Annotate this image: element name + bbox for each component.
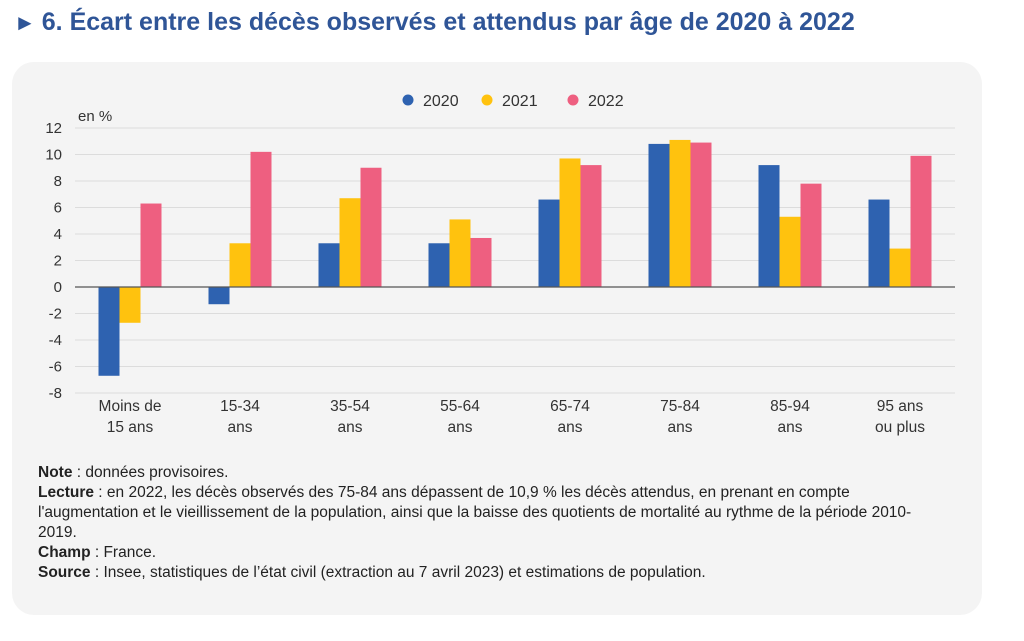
lecture-label: Lecture <box>38 484 94 501</box>
bar-2020 <box>648 143 670 287</box>
x-tick-label: 75-84 <box>660 398 700 415</box>
note-line: Note : données provisoires. <box>38 463 918 483</box>
bar-2022 <box>140 203 162 287</box>
bar-2020 <box>98 287 120 376</box>
notes: Note : données provisoires. Lecture : en… <box>38 463 918 583</box>
y-tick-label: -4 <box>49 332 62 349</box>
bar-2020 <box>758 165 780 287</box>
champ-label: Champ <box>38 544 91 561</box>
y-tick-label: 2 <box>54 253 62 270</box>
triangle-icon: ► <box>14 10 36 35</box>
bar-2020 <box>868 199 890 287</box>
x-tick-label: Moins de <box>99 398 162 415</box>
bar-2021 <box>889 248 911 287</box>
x-tick-label: 65-74 <box>550 398 590 415</box>
y-tick-label: 8 <box>54 173 62 190</box>
legend-marker-2020 <box>402 94 414 106</box>
x-tick-label: ans <box>448 419 473 436</box>
bar-2022 <box>800 183 822 287</box>
bar-2022 <box>580 165 602 287</box>
legend-label: 2022 <box>588 93 624 110</box>
bar-2020 <box>428 243 450 287</box>
bar-2021 <box>559 158 581 287</box>
bar-2020 <box>538 199 560 287</box>
chart-title: ► 6. Écart entre les décès observés et at… <box>14 8 855 37</box>
note-label: Note <box>38 464 73 481</box>
x-tick-label: 15 ans <box>107 419 154 436</box>
bar-2021 <box>669 139 691 287</box>
bar-2022 <box>360 167 382 287</box>
y-tick-label: 4 <box>54 226 62 243</box>
bar-2022 <box>690 142 712 287</box>
y-tick-label: 12 <box>45 120 62 137</box>
y-tick-label: 10 <box>45 147 62 164</box>
y-axis-label: en % <box>78 108 112 125</box>
x-tick-label: ans <box>558 419 583 436</box>
bar-2021 <box>119 287 141 323</box>
bar-2020 <box>318 243 340 287</box>
champ-line: Champ : France. <box>38 543 918 563</box>
bar-2022 <box>250 151 272 287</box>
x-tick-label: 85-94 <box>770 398 810 415</box>
x-tick-label: 55-64 <box>440 398 480 415</box>
x-tick-label: 95 ans <box>877 398 924 415</box>
bar-2021 <box>229 243 251 287</box>
source-line: Source : Insee, statistiques de l’état c… <box>38 563 918 583</box>
legend-marker-2021 <box>481 94 493 106</box>
y-tick-label: 6 <box>54 200 62 217</box>
bar-2022 <box>470 237 492 287</box>
legend-label: 2020 <box>423 93 459 110</box>
source-label: Source <box>38 564 91 581</box>
lecture-line: Lecture : en 2022, les décès observés de… <box>38 483 918 543</box>
y-tick-label: -8 <box>49 385 62 402</box>
legend-label: 2021 <box>502 93 538 110</box>
y-tick-label: -6 <box>49 359 62 376</box>
x-tick-label: ans <box>778 419 803 436</box>
bar-2021 <box>779 216 801 287</box>
bar-2021 <box>449 219 471 287</box>
x-tick-label: 35-54 <box>330 398 370 415</box>
x-tick-label: ou plus <box>875 419 925 436</box>
x-tick-label: ans <box>668 419 693 436</box>
source-text: : Insee, statistiques de l’état civil (e… <box>90 564 706 581</box>
x-tick-label: 15-34 <box>220 398 260 415</box>
note-text: : données provisoires. <box>72 464 229 481</box>
legend-marker-2022 <box>567 94 579 106</box>
x-tick-label: ans <box>338 419 363 436</box>
bar-2020 <box>208 287 230 305</box>
y-tick-label: -2 <box>49 306 62 323</box>
chart-title-text: 6. Écart entre les décès observés et att… <box>41 8 855 36</box>
y-tick-label: 0 <box>54 279 62 296</box>
bar-2022 <box>910 155 932 287</box>
x-tick-label: ans <box>228 419 253 436</box>
champ-text: : France. <box>90 544 157 561</box>
lecture-text: : en 2022, les décès observés des 75-84 … <box>38 484 912 541</box>
bar-2021 <box>339 198 361 287</box>
